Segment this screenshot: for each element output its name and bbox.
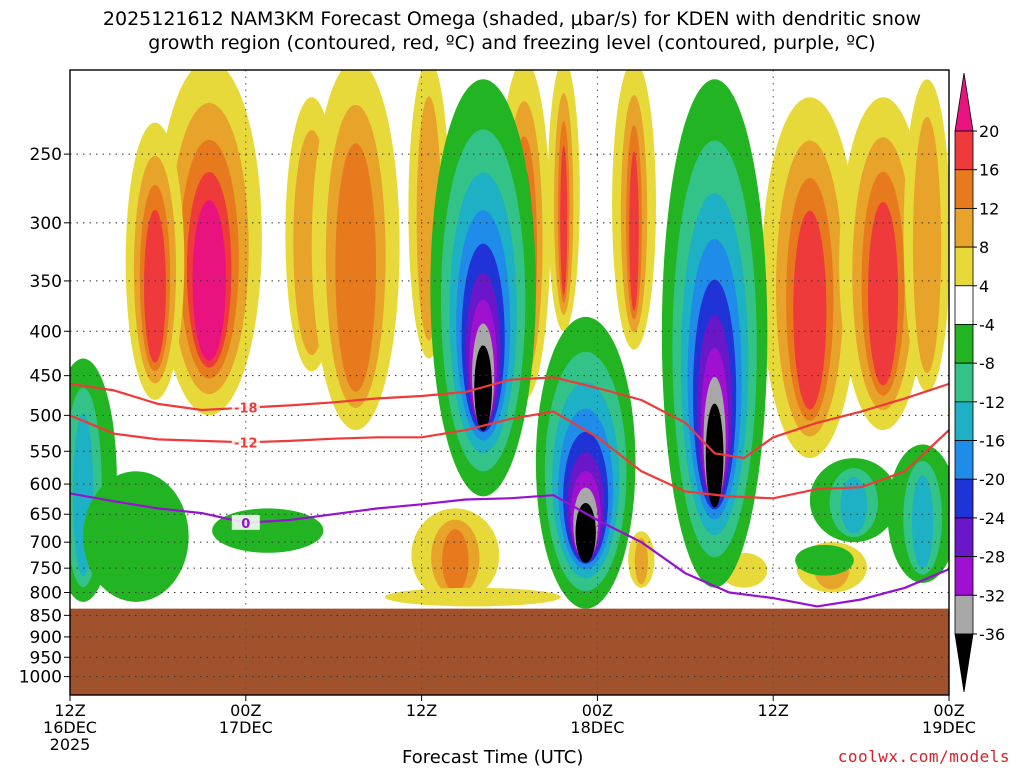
omega-cell bbox=[560, 145, 568, 295]
y-tick-label: 1000 bbox=[19, 668, 62, 688]
omega-cell bbox=[442, 529, 469, 593]
colorbar-tick-label: 20 bbox=[979, 122, 999, 141]
colorbar-tick-label: 12 bbox=[979, 199, 999, 218]
omega-cell bbox=[192, 200, 226, 361]
x-tick-label: 00Z bbox=[582, 701, 613, 720]
omega-cell bbox=[575, 502, 596, 563]
contour-line bbox=[70, 492, 949, 608]
omega-cell bbox=[795, 544, 854, 576]
colorbar-tick-label: 4 bbox=[979, 277, 989, 296]
colorbar-box bbox=[954, 169, 974, 209]
y-tick-label: 800 bbox=[30, 584, 62, 604]
omega-cell bbox=[911, 475, 934, 569]
x-tick-label: 12Z bbox=[406, 701, 437, 720]
colorbar-box bbox=[954, 440, 974, 480]
colorbar-cap-top bbox=[954, 72, 974, 132]
y-tick-label: 850 bbox=[30, 606, 62, 626]
y-tick-label: 600 bbox=[30, 475, 62, 495]
contour-line bbox=[70, 410, 949, 500]
colorbar-box bbox=[954, 246, 974, 287]
omega-cell bbox=[634, 538, 648, 585]
contour-label: -18 bbox=[234, 402, 258, 417]
x-tick-label: 12Z bbox=[54, 701, 85, 720]
colorbar-box bbox=[954, 594, 974, 635]
omega-cell bbox=[840, 476, 868, 534]
contour-label-bg bbox=[231, 434, 260, 450]
y-tick-label: 450 bbox=[30, 367, 62, 387]
omega-cell bbox=[705, 403, 724, 508]
colorbar-box bbox=[954, 478, 974, 519]
colorbar-box bbox=[954, 130, 974, 171]
x-tick-label: 2025 bbox=[50, 735, 91, 754]
colorbar-box bbox=[954, 362, 974, 403]
y-tick-label: 500 bbox=[30, 406, 62, 426]
contour-label-bg bbox=[231, 399, 260, 415]
y-tick-label: 300 bbox=[30, 214, 62, 234]
colorbar-tick-label: -8 bbox=[979, 354, 995, 373]
colorbar-tick-label: -20 bbox=[979, 470, 1005, 489]
colorbar-tick-label: -12 bbox=[979, 393, 1005, 412]
y-tick-label: 700 bbox=[30, 533, 62, 553]
x-tick-label: 12Z bbox=[758, 701, 789, 720]
colorbar-tick-label: -36 bbox=[979, 625, 1005, 644]
x-tick-label: 00Z bbox=[230, 701, 261, 720]
chart-title-line2: growth region (contoured, red, ºC) and f… bbox=[148, 32, 876, 54]
colorbar-tick-label: -24 bbox=[979, 509, 1005, 528]
colorbar-box bbox=[954, 285, 974, 325]
omega-cell bbox=[212, 508, 324, 553]
omega-cell bbox=[384, 587, 561, 607]
y-tick-label: 950 bbox=[30, 648, 62, 668]
contour-label-bg bbox=[231, 514, 260, 530]
terrain-layer bbox=[70, 608, 949, 695]
x-tick-label: 17DEC bbox=[219, 718, 273, 737]
y-tick-label: 250 bbox=[30, 145, 62, 165]
colorbar-box bbox=[954, 324, 974, 364]
terrain-block bbox=[70, 608, 949, 695]
colorbar-box bbox=[954, 517, 974, 557]
colorbar-tick-label: -4 bbox=[979, 315, 995, 334]
y-tick-label: 900 bbox=[30, 628, 62, 648]
axes: 2503003504004505005506006507007508008509… bbox=[19, 69, 976, 754]
colorbar-tick-label: -16 bbox=[979, 432, 1005, 451]
omega-cell bbox=[144, 209, 166, 363]
contour-label: 0 bbox=[241, 517, 250, 532]
colorbar-tick-label: -28 bbox=[979, 548, 1005, 567]
x-axis-title: Forecast Time (UTC) bbox=[402, 747, 584, 768]
x-tick-label: 00Z bbox=[933, 701, 964, 720]
colorbar-box bbox=[954, 208, 974, 248]
colorbar-box bbox=[954, 401, 974, 441]
y-tick-label: 350 bbox=[30, 272, 62, 292]
credit-text: coolwx.com/models bbox=[837, 747, 1010, 766]
contour-label: -12 bbox=[234, 436, 258, 451]
contours: -18 -12 0 bbox=[70, 376, 949, 608]
x-tick-label: 18DEC bbox=[570, 718, 624, 737]
y-tick-label: 550 bbox=[30, 442, 62, 462]
chart-title-line1: 2025121612 NAM3KM Forecast Omega (shaded… bbox=[102, 8, 922, 30]
omega-cell bbox=[83, 471, 189, 602]
colorbar-cap-bottom bbox=[954, 633, 974, 693]
colorbar-box bbox=[954, 556, 974, 596]
y-tick-label: 650 bbox=[30, 505, 62, 525]
y-tick-label: 750 bbox=[30, 559, 62, 579]
omega-cell bbox=[868, 201, 899, 386]
omega-cell bbox=[335, 143, 376, 392]
omega-cell bbox=[912, 116, 942, 374]
omega-cell bbox=[793, 210, 827, 410]
omega-shading bbox=[70, 70, 949, 609]
colorbar: 20 16 12 8 4 -4 -8 -12 -16 -20 -24 -28 -32 -36 bbox=[954, 72, 1005, 693]
colorbar-tick-label: 16 bbox=[979, 161, 999, 180]
x-tick-label: 19DEC bbox=[922, 718, 976, 737]
y-tick-label: 400 bbox=[30, 322, 62, 342]
colorbar-tick-label: 8 bbox=[979, 238, 989, 257]
x-tick-label: 16DEC bbox=[43, 718, 97, 737]
plot-frame bbox=[69, 69, 950, 696]
omega-cell bbox=[629, 151, 639, 311]
contour-line bbox=[70, 376, 949, 460]
colorbar-tick-label: -32 bbox=[979, 586, 1005, 605]
